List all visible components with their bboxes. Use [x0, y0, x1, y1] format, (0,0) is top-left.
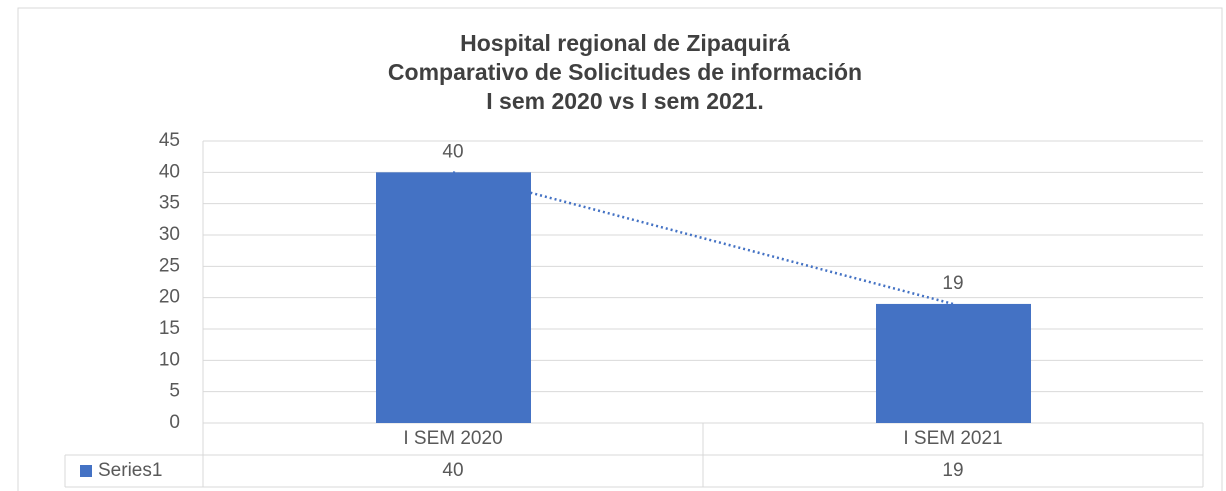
y-tick-label: 5 [169, 381, 180, 402]
chart-title: I sem 2020 vs I sem 2021. [486, 88, 764, 114]
table-value: 40 [442, 460, 463, 481]
data-label: 40 [442, 141, 463, 162]
y-tick-label: 30 [159, 224, 180, 245]
legend-swatch [80, 465, 92, 477]
trendline [452, 171, 954, 306]
y-tick-label: 40 [159, 161, 180, 182]
y-tick-label: 0 [169, 412, 180, 433]
y-tick-label: 15 [159, 318, 180, 339]
y-tick-label: 35 [159, 193, 180, 214]
chart-title: Hospital regional de Zipaquirá [460, 30, 790, 56]
y-tick-label: 45 [159, 130, 180, 151]
chart-title: Comparativo de Solicitudes de informació… [388, 59, 862, 85]
bar [376, 172, 531, 423]
x-tick-label: I SEM 2020 [403, 428, 502, 449]
y-tick-label: 10 [159, 349, 180, 370]
x-tick-label: I SEM 2021 [903, 428, 1002, 449]
bar [876, 303, 1031, 423]
table-value: 19 [942, 460, 963, 481]
y-tick-label: 25 [159, 255, 180, 276]
data-label: 19 [942, 273, 963, 294]
y-tick-label: 20 [159, 287, 180, 308]
legend-label: Series1 [98, 460, 162, 481]
